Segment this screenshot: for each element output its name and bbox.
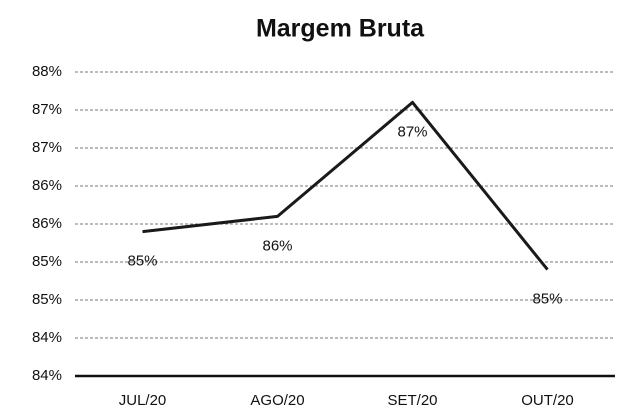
y-tick-label: 87% — [32, 139, 62, 156]
y-tick-label: 86% — [32, 215, 62, 232]
chart-title: Margem Bruta — [256, 15, 425, 43]
line — [142, 100, 549, 271]
data-label: 85% — [532, 291, 562, 308]
y-tick-label: 84% — [32, 329, 62, 346]
y-tick-label: 85% — [32, 291, 62, 308]
y-tick-label: 85% — [32, 253, 62, 270]
y-tick-label: 86% — [32, 177, 62, 194]
data-label: 86% — [262, 237, 292, 254]
x-tick-label: SET/20 — [387, 392, 437, 409]
data-label: 85% — [127, 253, 157, 270]
data-label: 87% — [397, 123, 427, 140]
y-tick-label: 88% — [32, 63, 62, 80]
x-tick-label: JUL/20 — [119, 392, 167, 409]
y-tick-label: 84% — [32, 367, 62, 384]
x-tick-label: AGO/20 — [250, 392, 304, 409]
y-tick-label: 87% — [32, 101, 62, 118]
x-tick-label: OUT/20 — [521, 392, 574, 409]
